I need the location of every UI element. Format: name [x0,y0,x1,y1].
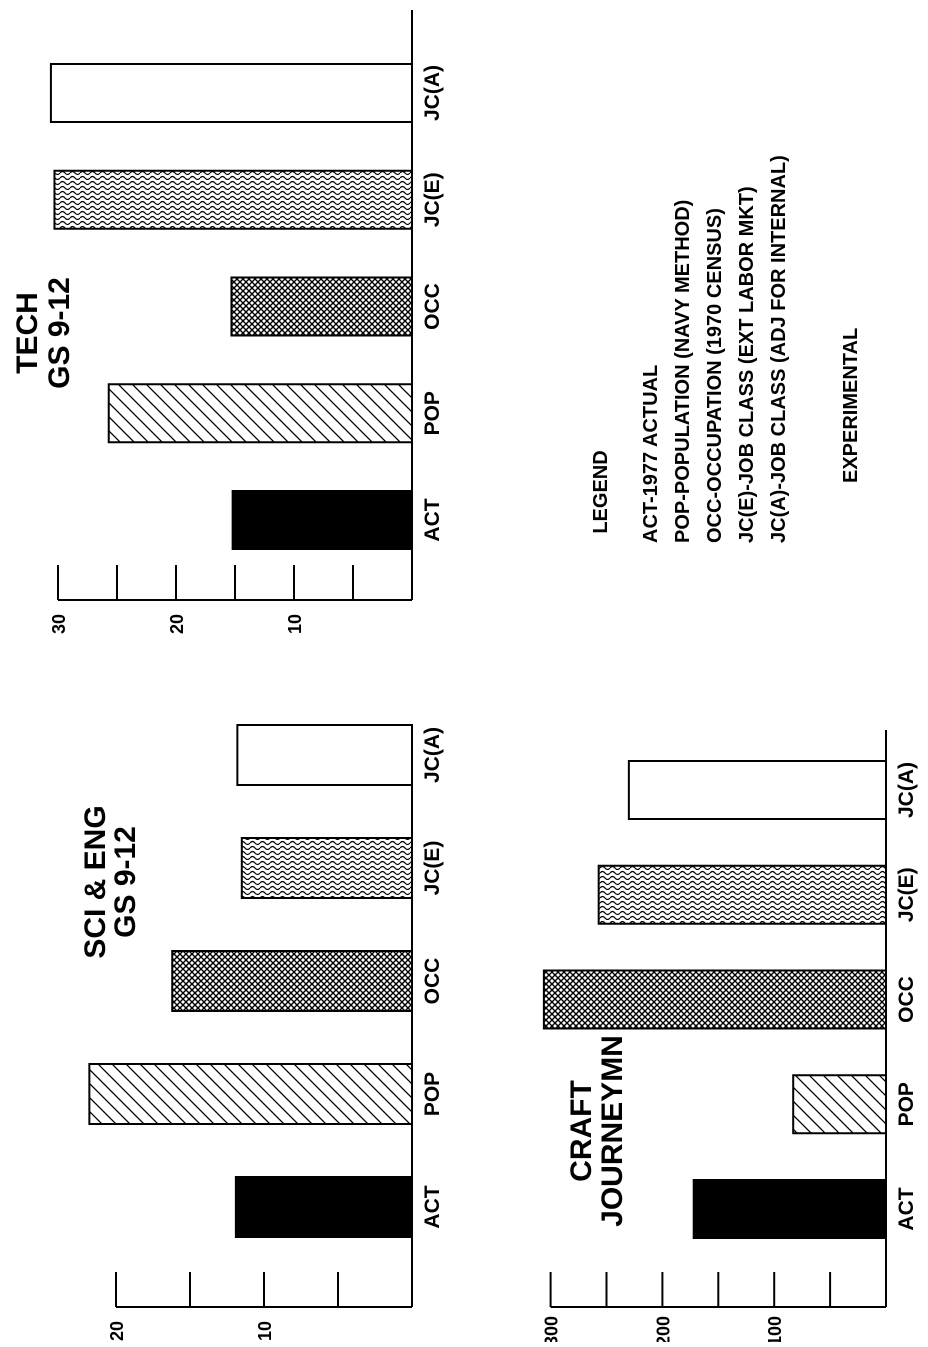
legend-item-pop: POP-POPULATION (NAVY METHOD) [672,200,694,543]
charts-layer: 10 20 ACT POP OCC JC(E) JC(A) 10 20 30 ACT POP OCC JC… [49,10,918,1346]
category-label: JC(A) [421,65,444,121]
category-label: JC(E) [421,172,444,227]
category-label: JC(E) [895,867,918,922]
chart-title: SCI & ENG [79,805,112,958]
tick-label: 20 [107,1321,127,1341]
category-label: ACT [421,1185,444,1228]
bar-pop [107,383,414,444]
legend-note: EXPERIMENTAL [840,328,862,483]
tick-label: 30 [49,614,69,634]
chart-craft: 100 200 300 ACT POP OCC JC(E) JC(A) [542,730,918,1346]
bar-occ [171,950,413,1012]
category-label: POP [895,1082,918,1126]
category-label: POP [421,391,444,435]
category-label: ACT [421,498,444,541]
category-label: OCC [895,976,918,1023]
bar-pop [88,1063,414,1125]
category-label: OCC [421,283,444,330]
legend-item-jca: JC(A)-JOB CLASS (ADJ FOR INTERNAL) [768,155,790,543]
category-label: JC(E) [421,841,444,896]
bar-occ [542,969,888,1030]
bar-jca [627,760,887,820]
chart-title: CRAFT [565,1080,598,1182]
panel-sci-eng-title: SCI & ENG GS 9-12 [79,805,142,958]
tick-label: 200 [653,1316,673,1342]
bar-jce [240,837,413,899]
legend-item-jce: JC(E)-JOB CLASS (EXT LABOR MKT) [736,186,758,543]
bar-jca [49,63,413,123]
category-label: OCC [421,958,444,1005]
bar-jce [53,169,414,230]
category-label: JC(A) [895,762,918,818]
tick-label: 10 [285,614,305,634]
tick-label: 10 [255,1321,275,1341]
bar-act [231,490,413,550]
legend: LEGEND ACT-1977 ACTUAL POP-POPULATION (N… [590,155,862,543]
panel-tech-title: TECH GS 9-12 [11,277,76,389]
chart-title: TECH [11,292,44,374]
legend-heading: LEGEND [590,450,612,533]
category-label: JC(A) [421,727,444,783]
tick-label: 20 [167,614,187,634]
bar-pop [792,1074,887,1135]
legend-item-occ: OCC-OCCUPATION (1970 CENSUS) [704,208,726,543]
chart-subtitle: JOURNEYMN [596,1035,629,1227]
bar-jce [597,864,887,925]
bar-occ [230,276,413,337]
tick-label: 300 [542,1316,562,1342]
category-label: POP [421,1072,444,1116]
chart-subtitle: GS 9-12 [43,277,76,389]
bar-jca [236,724,413,786]
chart-tech: 10 20 30 ACT POP OCC JC(E) JC(A) [49,10,444,634]
tick-label: 100 [765,1316,785,1342]
chart-sci-eng: 10 20 ACT POP OCC JC(E) JC(A) [88,724,444,1341]
chart-subtitle: GS 9-12 [109,826,142,938]
category-label: ACT [895,1187,918,1230]
legend-item-act: ACT-1977 ACTUAL [640,365,662,543]
bar-act [234,1176,413,1238]
bar-act [692,1179,887,1239]
panel-craft-title: CRAFT JOURNEYMN [565,1035,629,1227]
